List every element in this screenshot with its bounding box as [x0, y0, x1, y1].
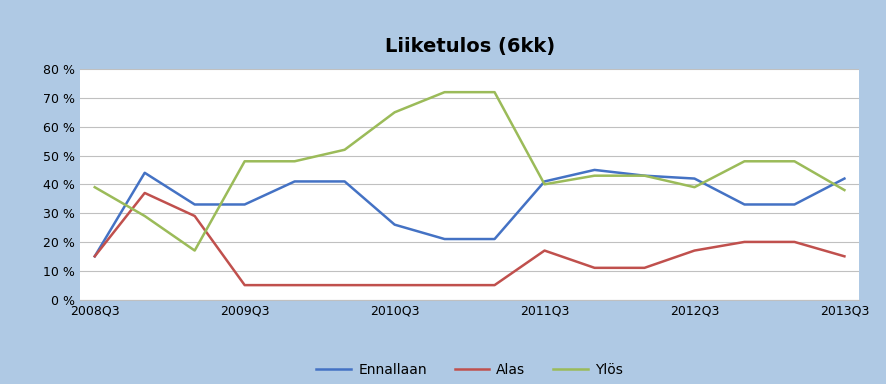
Alas: [190, 214, 200, 218]
Alas: [389, 283, 400, 287]
Ennallaan: [89, 254, 100, 259]
Title: Liiketulos (6kk): Liiketulos (6kk): [385, 38, 555, 56]
Alas: [839, 254, 850, 259]
Alas: [290, 283, 300, 287]
Ennallaan: [589, 167, 600, 172]
Alas: [639, 266, 649, 270]
Ennallaan: [290, 179, 300, 184]
Ylös: [540, 182, 550, 187]
Line: Ennallaan: Ennallaan: [95, 170, 844, 257]
Ennallaan: [239, 202, 250, 207]
Ylös: [89, 185, 100, 190]
Ylös: [689, 185, 700, 190]
Alas: [339, 283, 350, 287]
Ennallaan: [540, 179, 550, 184]
Ylös: [139, 214, 150, 218]
Ennallaan: [190, 202, 200, 207]
Ennallaan: [839, 176, 850, 181]
Alas: [439, 283, 450, 287]
Ylös: [290, 159, 300, 164]
Line: Ylös: Ylös: [95, 92, 844, 251]
Ennallaan: [639, 174, 649, 178]
Line: Alas: Alas: [95, 193, 844, 285]
Ylös: [489, 90, 500, 94]
Ennallaan: [339, 179, 350, 184]
Legend: Ennallaan, Alas, Ylös: Ennallaan, Alas, Ylös: [311, 357, 628, 382]
Alas: [739, 240, 750, 244]
Alas: [689, 248, 700, 253]
Ylös: [239, 159, 250, 164]
Alas: [139, 190, 150, 195]
Ylös: [339, 147, 350, 152]
Alas: [789, 240, 800, 244]
Ylös: [839, 188, 850, 192]
Ennallaan: [439, 237, 450, 242]
Ennallaan: [689, 176, 700, 181]
Ylös: [739, 159, 750, 164]
Ylös: [439, 90, 450, 94]
Alas: [540, 248, 550, 253]
Ennallaan: [789, 202, 800, 207]
Ylös: [639, 174, 649, 178]
Ennallaan: [139, 170, 150, 175]
Alas: [589, 266, 600, 270]
Alas: [89, 254, 100, 259]
Ylös: [589, 174, 600, 178]
Ylös: [389, 110, 400, 114]
Ennallaan: [389, 222, 400, 227]
Ylös: [789, 159, 800, 164]
Ennallaan: [739, 202, 750, 207]
Ylös: [190, 248, 200, 253]
Alas: [239, 283, 250, 287]
Alas: [489, 283, 500, 287]
Ennallaan: [489, 237, 500, 242]
